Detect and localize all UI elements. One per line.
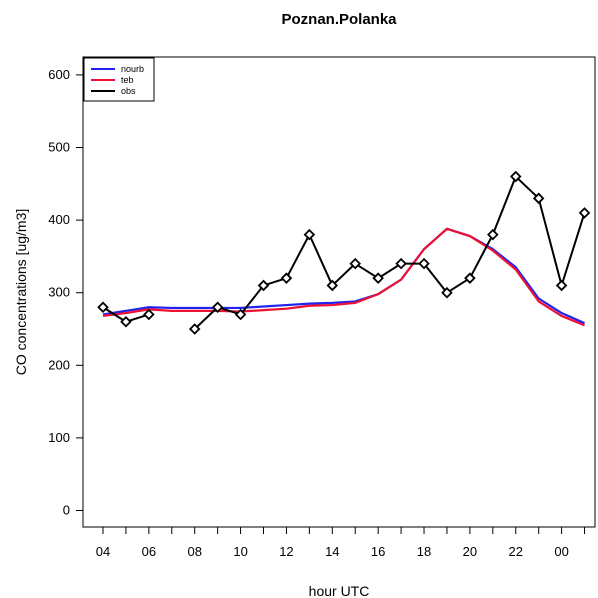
chart-title: Poznan.Polanka [281,11,397,28]
x-tick-label: 22 [509,544,523,559]
y-tick-label: 400 [48,212,70,227]
data-point-obs [487,228,499,241]
series-line-teb [102,227,585,327]
x-axis: 04 06 08 10 12 14 16 18 20 22 00 [96,527,586,559]
y-tick-label: 600 [48,67,70,82]
data-point-obs [509,170,522,183]
data-point-obs [418,257,430,270]
legend-label-obs: obs [121,86,136,96]
data-point-obs [555,279,568,292]
series-line-nourb [102,227,585,325]
data-point-obs [349,257,362,270]
x-tick-label: 04 [96,544,110,559]
x-tick-label: 18 [417,544,431,559]
x-tick-label: 10 [233,544,247,559]
x-tick-label: 12 [279,544,293,559]
y-tick-label: 100 [48,430,70,445]
data-point-obs [120,315,132,328]
y-axis-label: CO concentrations [ug/m3] [13,209,29,376]
x-tick-label: 16 [371,544,385,559]
data-point-obs [372,272,384,284]
x-axis-label: hour UTC [309,583,370,598]
data-point-obs [257,279,270,292]
data-point-obs [280,272,293,284]
x-tick-label: 14 [325,544,339,559]
data-point-obs [211,301,224,313]
plot-frame [82,56,596,528]
legend-label-teb: teb [121,75,134,85]
data-point-obs [326,279,339,292]
data-point-obs [188,323,201,335]
data-point-obs [97,301,109,313]
legend-label-nourb: nourb [121,64,144,74]
plot-area [97,170,591,335]
data-point-obs [441,286,453,299]
data-point-obs [303,228,316,241]
y-tick-label: 300 [48,285,70,300]
x-tick-label: 00 [554,544,568,559]
series-line-obs [194,175,586,330]
data-point-obs [532,192,545,205]
x-tick-label: 20 [463,544,477,559]
y-tick-label: 200 [48,357,70,372]
data-point-obs [234,308,247,321]
data-point-obs [464,272,476,284]
x-tick-label: 06 [142,544,156,559]
data-point-obs [143,308,155,321]
y-axis: 0 100 200 300 400 500 600 [48,67,83,518]
data-point-obs [578,207,591,219]
y-tick-label: 0 [63,503,70,518]
x-tick-label: 08 [187,544,201,559]
data-point-obs [395,257,407,270]
y-tick-label: 500 [48,140,70,155]
